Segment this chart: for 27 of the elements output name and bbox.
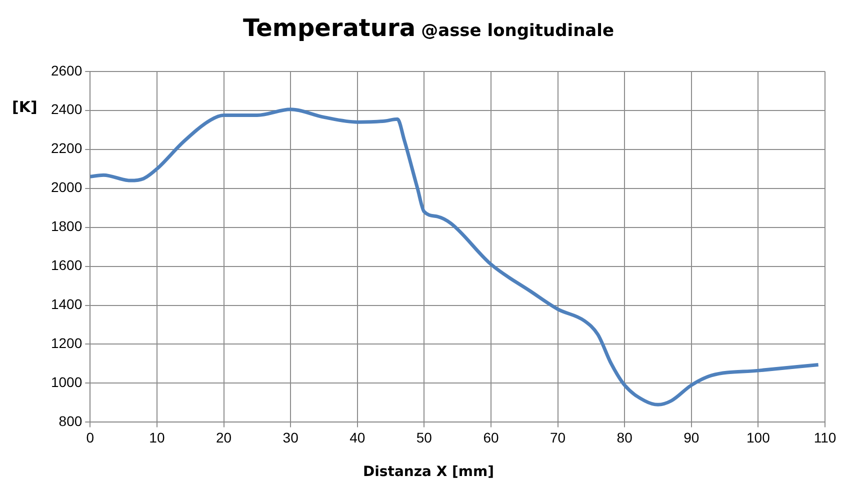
y-tick-label: 2000 — [50, 179, 82, 196]
x-tick-label: 70 — [550, 429, 566, 446]
x-tick-label: 10 — [149, 429, 165, 446]
x-tick-label: 40 — [350, 429, 366, 446]
y-tick-label: 1800 — [50, 218, 82, 234]
x-tick-label: 60 — [483, 429, 499, 446]
x-tick-label: 80 — [616, 429, 633, 446]
y-tick-label: 1200 — [50, 335, 82, 352]
x-tick-label: 50 — [416, 429, 432, 446]
line-series — [90, 108, 820, 406]
x-tick-label: 100 — [746, 429, 770, 446]
y-tick-label: 2400 — [50, 101, 82, 118]
y-tick-label: 2600 — [50, 62, 82, 78]
y-tick-label: 800 — [58, 413, 82, 430]
x-tick-label: 20 — [216, 429, 232, 446]
x-axis-title: Distanza X [mm] — [362, 464, 495, 480]
y-tick-label: 1600 — [50, 257, 82, 274]
y-tick-label: 2200 — [50, 140, 82, 156]
x-tick-label: 30 — [282, 429, 299, 446]
y-tick-label: 1000 — [50, 374, 82, 390]
x-tick-label: 90 — [684, 429, 700, 446]
chart-subtitle: @asse longitudinale — [421, 21, 614, 41]
x-tick-label: 110 — [814, 429, 836, 446]
chart-title: Temperatura — [242, 14, 416, 42]
y-axis-title: [K] — [12, 98, 38, 116]
y-tick-label: 1400 — [50, 296, 82, 312]
x-tick-label: 0 — [86, 429, 94, 446]
